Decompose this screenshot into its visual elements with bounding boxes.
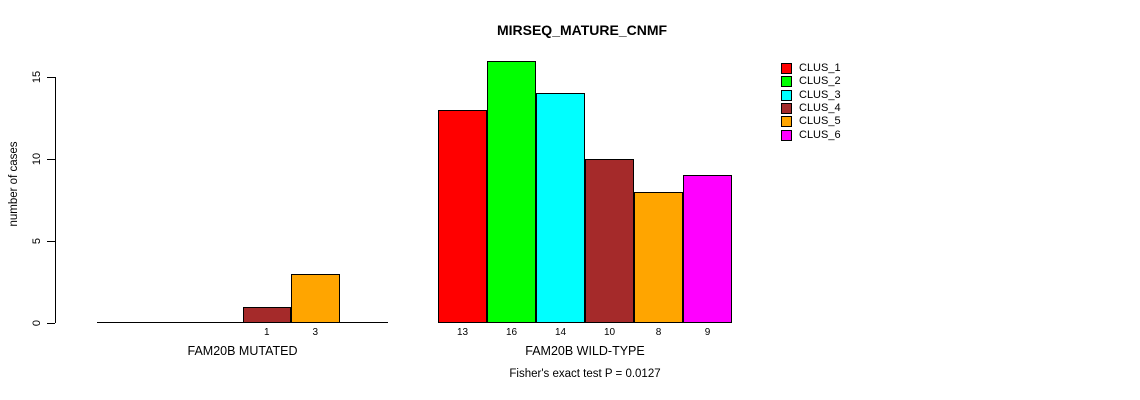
legend: CLUS_1 CLUS_2 CLUS_3 CLUS_4 CLUS_5 CLUS_6 bbox=[781, 62, 841, 142]
y-tick-label-15: 15 bbox=[31, 70, 43, 84]
group-label-1: FAM20B MUTATED bbox=[187, 344, 298, 358]
legend-swatch-CLUS_3 bbox=[781, 89, 792, 101]
legend-item-CLUS_5: CLUS_5 bbox=[781, 115, 841, 128]
bar-CLUS_4-fam20b-mutated bbox=[242, 306, 291, 323]
bar-CLUS_4-fam20b-wild-type bbox=[585, 159, 634, 323]
stats-footer: Fisher's exact test P = 0.0127 bbox=[509, 368, 661, 380]
bar-CLUS_3-fam20b-wild-type bbox=[536, 93, 585, 323]
legend-item-CLUS_4: CLUS_4 bbox=[781, 102, 841, 115]
bar-value-label: 13 bbox=[456, 327, 469, 338]
legend-label-CLUS_1: CLUS_1 bbox=[799, 62, 841, 75]
y-axis-line bbox=[55, 77, 56, 323]
bar-value-label: 1 bbox=[263, 327, 270, 338]
bar-CLUS_5-fam20b-mutated bbox=[291, 273, 340, 323]
legend-label-CLUS_5: CLUS_5 bbox=[799, 115, 841, 128]
y-tick-15 bbox=[47, 76, 55, 78]
bar-value-label: 3 bbox=[312, 327, 319, 338]
bar-CLUS_6-fam20b-wild-type bbox=[683, 175, 732, 323]
legend-label-CLUS_2: CLUS_2 bbox=[799, 75, 841, 88]
legend-swatch-CLUS_1 bbox=[781, 63, 792, 75]
y-tick-label-0: 0 bbox=[31, 319, 43, 327]
y-tick-label-5: 5 bbox=[31, 237, 43, 245]
bar-CLUS_1-fam20b-wild-type bbox=[438, 109, 487, 323]
bar-CLUS_2-fam20b-wild-type bbox=[487, 60, 536, 323]
legend-label-CLUS_4: CLUS_4 bbox=[799, 102, 841, 115]
legend-item-CLUS_6: CLUS_6 bbox=[781, 128, 841, 141]
y-axis-label: number of cases bbox=[8, 141, 20, 227]
y-tick-label-10: 10 bbox=[31, 152, 43, 166]
legend-label-CLUS_6: CLUS_6 bbox=[799, 128, 841, 141]
legend-item-CLUS_1: CLUS_1 bbox=[781, 62, 841, 75]
legend-label-CLUS_3: CLUS_3 bbox=[799, 88, 841, 101]
legend-swatch-CLUS_6 bbox=[781, 129, 792, 141]
bar-value-label: 14 bbox=[554, 327, 567, 338]
bar-value-label: 10 bbox=[603, 327, 616, 338]
bar-value-label: 8 bbox=[655, 327, 662, 338]
y-tick-0 bbox=[47, 322, 55, 324]
y-tick-5 bbox=[47, 240, 55, 242]
y-tick-10 bbox=[47, 158, 55, 160]
chart-title: MIRSEQ_MATURE_CNMF bbox=[496, 22, 668, 38]
bar-value-label: 9 bbox=[704, 327, 711, 338]
legend-swatch-CLUS_4 bbox=[781, 103, 792, 115]
legend-item-CLUS_3: CLUS_3 bbox=[781, 89, 841, 102]
legend-swatch-CLUS_2 bbox=[781, 76, 792, 88]
group-label-2: FAM20B WILD-TYPE bbox=[525, 344, 645, 358]
legend-item-CLUS_2: CLUS_2 bbox=[781, 75, 841, 88]
bar-CLUS_5-fam20b-wild-type bbox=[634, 191, 683, 323]
bar-value-label: 16 bbox=[505, 327, 518, 338]
legend-swatch-CLUS_5 bbox=[781, 116, 792, 128]
